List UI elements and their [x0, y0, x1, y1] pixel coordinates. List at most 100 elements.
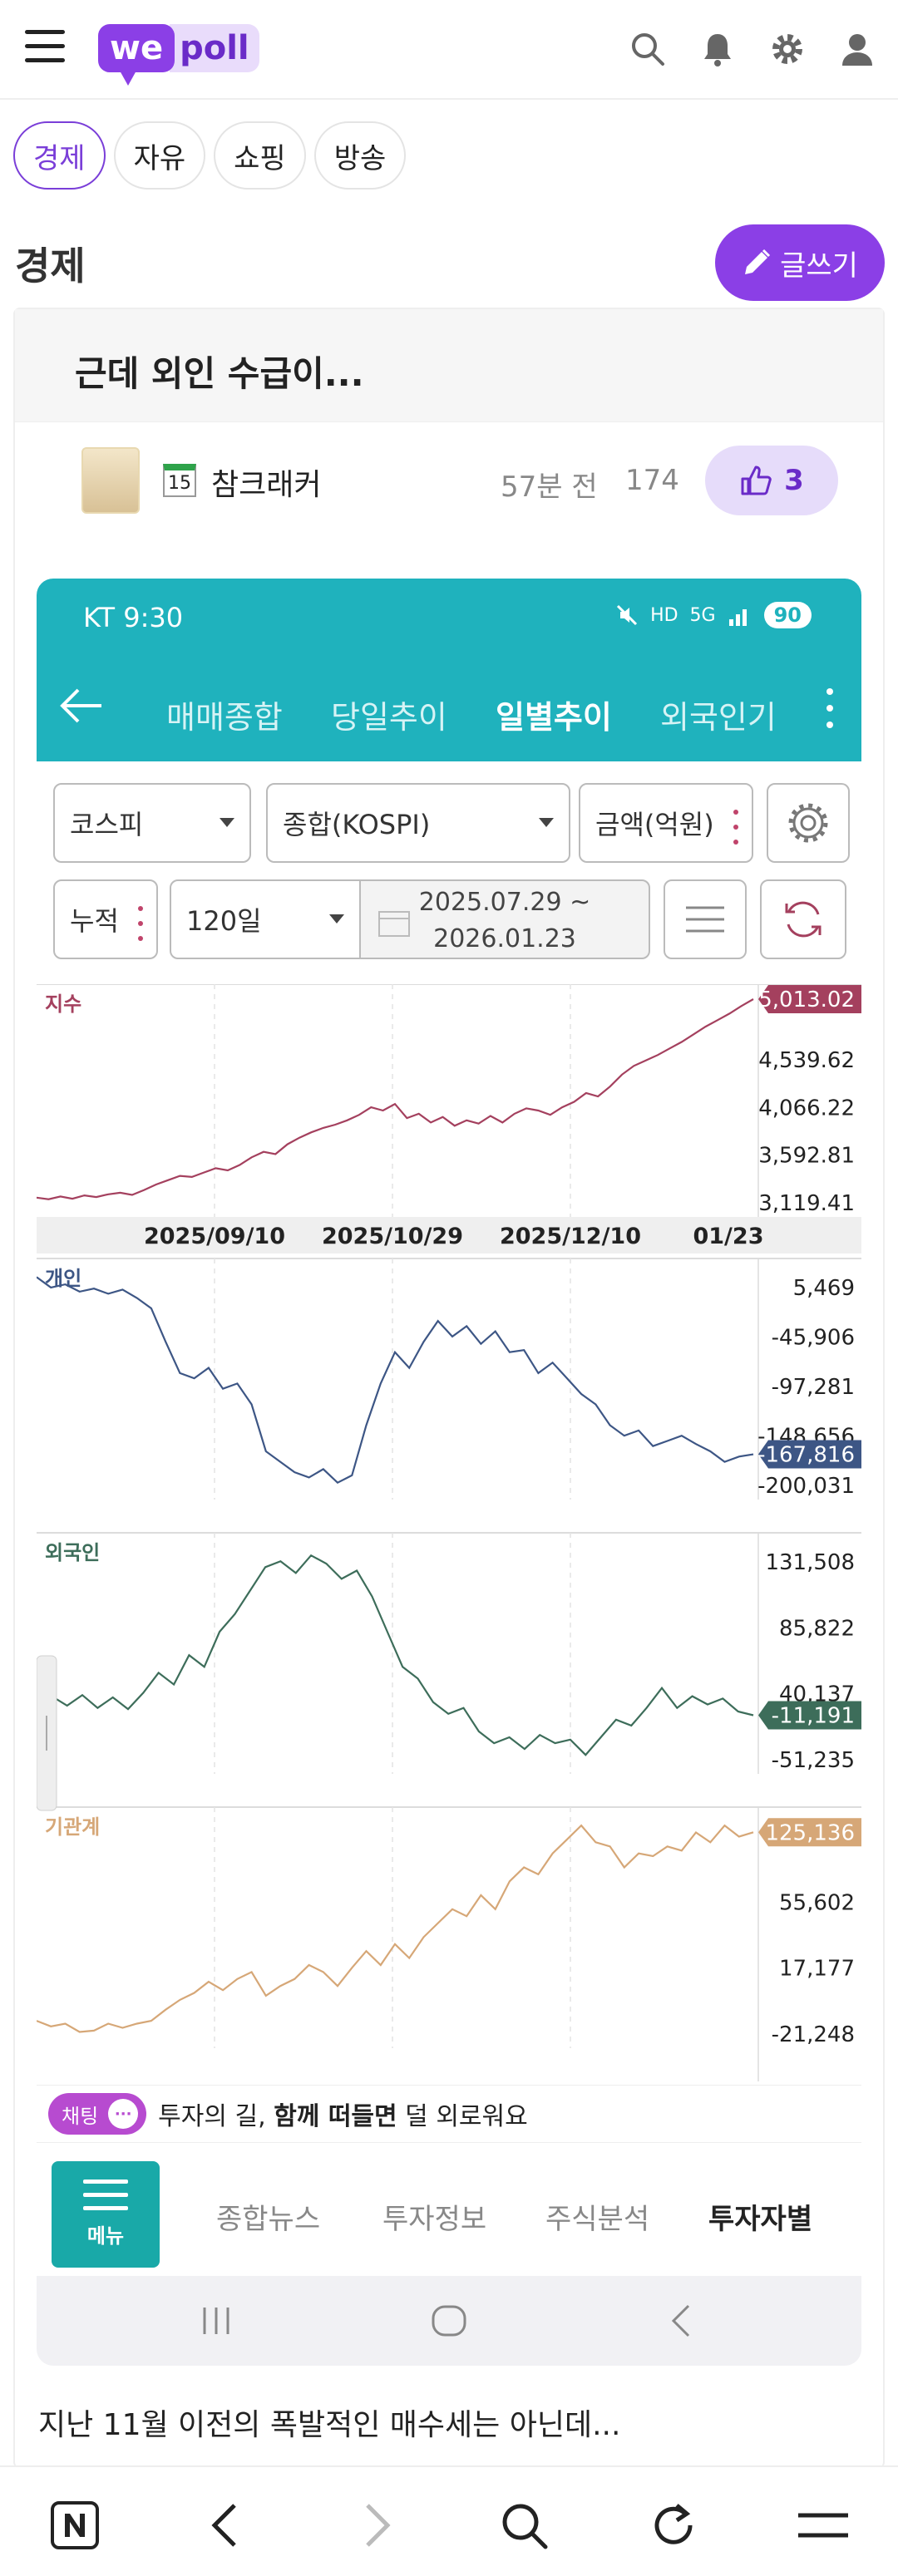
android-nav-bar: [37, 2276, 861, 2366]
level-badge-icon: 15: [163, 464, 196, 497]
tab-economy[interactable]: 경제: [13, 121, 106, 190]
battery-level: 90: [763, 602, 812, 628]
y-tick-label: 17,177: [779, 1957, 855, 1982]
more-vertical-icon[interactable]: [826, 688, 835, 738]
news-tab-general[interactable]: 종합뉴스: [216, 2203, 321, 2236]
chat-promo-bar[interactable]: 채팅 ··· 투자의 길, 함께 떠들면 덜 외로워요: [37, 2085, 861, 2143]
author-avatar[interactable]: [81, 447, 140, 514]
back-icon[interactable]: [669, 2303, 693, 2339]
x-tick-label: 2025/10/29: [322, 1224, 463, 1249]
chat-text-b: 함께 떠들면: [274, 2102, 397, 2131]
investor-charts-svg: 2025/09/10 2025/10/29 2025/12/10 01/23 지수 4,5…: [37, 984, 861, 2081]
last-value-label: -11,191: [772, 1703, 855, 1728]
investor-charts: 2025/09/10 2025/10/29 2025/12/10 01/23 지수 4,5…: [37, 984, 861, 2083]
5g-badge: 5G: [689, 604, 716, 626]
write-post-button[interactable]: 글쓰기: [715, 224, 885, 301]
back-icon[interactable]: [198, 2499, 251, 2552]
index-value: 종합(KOSPI): [283, 809, 431, 840]
embedded-screenshot: KT 9:30 HD 5G 90 매매종합 당일추이 일별추이 외국인기 코스피…: [37, 579, 861, 2366]
section-title: 경제: [15, 244, 86, 288]
like-button[interactable]: 3: [705, 446, 838, 515]
y-tick-label: 5,469: [793, 1276, 855, 1301]
series-line: [37, 1276, 754, 1485]
last-value-badge: 125,136: [758, 1818, 861, 1847]
recent-apps-icon[interactable]: [200, 2304, 233, 2337]
chat-text-a: 투자의 길,: [158, 2102, 274, 2131]
last-value-badge: -167,816: [757, 1440, 861, 1469]
search-icon[interactable]: [629, 30, 667, 68]
y-tick-label: 3,119.41: [758, 1191, 855, 1216]
hamburger-menu-icon[interactable]: [25, 30, 65, 63]
search-icon[interactable]: [497, 2499, 550, 2552]
y-tick-label: 131,508: [765, 1550, 855, 1575]
nav-tab-foreign[interactable]: 외국인기: [660, 699, 777, 736]
tab-free[interactable]: 자유: [113, 121, 206, 190]
menu-icon[interactable]: [797, 2499, 850, 2552]
chart-settings-button[interactable]: [767, 783, 850, 863]
news-tab-by-investor[interactable]: 투자자별: [708, 2203, 813, 2236]
forward-icon[interactable]: [351, 2499, 404, 2552]
mode-select[interactable]: 누적: [53, 879, 158, 959]
site-header: we poll: [0, 0, 898, 100]
menu-lines-icon: [52, 2161, 160, 2210]
last-value-badge-bg: [758, 1818, 861, 1847]
y-tick-label: -45,906: [772, 1326, 855, 1351]
date-from: 2025.07.29 ~: [418, 888, 591, 917]
nav-tab-intraday[interactable]: 당일추이: [331, 699, 447, 736]
gear-icon[interactable]: [768, 30, 807, 68]
y-tick-label: -21,248: [772, 2022, 855, 2047]
panel-title: 기관계: [45, 1815, 100, 1839]
author-name[interactable]: 참크래커: [211, 468, 322, 502]
market-select[interactable]: 코스피: [53, 783, 251, 863]
news-tab-invest-info[interactable]: 투자정보: [382, 2203, 487, 2236]
chat-promo-text: 투자의 길, 함께 떠들면 덜 외로워요: [158, 2096, 528, 2132]
logo-we: we: [98, 24, 175, 86]
like-count: 3: [784, 464, 804, 497]
nav-tab-trading-summary[interactable]: 매매종합: [166, 699, 283, 736]
x-tick-label: 2025/09/10: [144, 1224, 285, 1249]
unit-select[interactable]: 금액(억원): [579, 783, 753, 863]
panel-title: 지수: [45, 992, 81, 1016]
y-tick-label: -51,235: [772, 1748, 855, 1773]
wepoll-logo[interactable]: we poll: [98, 20, 259, 86]
chat-badge[interactable]: 채팅 ···: [48, 2093, 147, 2135]
date-range[interactable]: 2025.07.29 ~ 2026.01.23: [359, 879, 650, 959]
y-tick-label: 85,822: [779, 1616, 855, 1641]
nav-tab-daily[interactable]: 일별추이: [496, 699, 612, 736]
post-meta: 15 참크래커 57분 전 174 3: [15, 422, 883, 530]
post-title: 근데 외인 수급이...: [75, 353, 364, 394]
list-view-button[interactable]: [664, 879, 747, 959]
news-tab-stock-analysis[interactable]: 주식분석: [545, 2203, 650, 2236]
back-arrow-icon[interactable]: [58, 685, 105, 727]
last-value-label: 125,136: [765, 1820, 855, 1845]
chat-bubble-icon: ···: [108, 2099, 139, 2129]
calendar-icon: [378, 911, 410, 937]
bell-icon[interactable]: [698, 30, 737, 68]
date-axis-strip: [37, 1217, 861, 1254]
index-select[interactable]: 종합(KOSPI): [266, 783, 570, 863]
category-tabs: 경제 자유 쇼핑 방송: [13, 121, 407, 190]
app-menu-button[interactable]: 메뉴: [52, 2161, 160, 2268]
tab-shopping[interactable]: 쇼핑: [214, 121, 306, 190]
series-line: [37, 1824, 754, 2033]
last-value-label: 5,013.02: [758, 988, 855, 1012]
home-icon[interactable]: [431, 2304, 467, 2337]
panel-title: 외국인: [45, 1541, 100, 1564]
naver-icon[interactable]: [48, 2499, 101, 2552]
last-value-badge-bg: [758, 1440, 861, 1469]
series-line: [37, 1554, 754, 1756]
panel-title: 개인: [45, 1267, 81, 1290]
period-select[interactable]: 120일: [170, 879, 361, 959]
menu-label: 메뉴: [86, 2224, 125, 2248]
last-value-label: -167,816: [757, 1443, 855, 1468]
tab-broadcast[interactable]: 방송: [313, 121, 407, 190]
y-tick-label: 3,592.81: [758, 1144, 855, 1169]
user-icon[interactable]: [838, 30, 876, 68]
last-value-badge-bg: [758, 1701, 861, 1730]
refresh-icon[interactable]: [647, 2499, 700, 2552]
refresh-button[interactable]: [760, 879, 846, 959]
unit-value: 금액(억원): [595, 809, 714, 840]
gear-icon: [788, 803, 828, 843]
news-tab-bar: 메뉴 종합뉴스 투자정보 주식분석 투자자별: [37, 2143, 861, 2276]
